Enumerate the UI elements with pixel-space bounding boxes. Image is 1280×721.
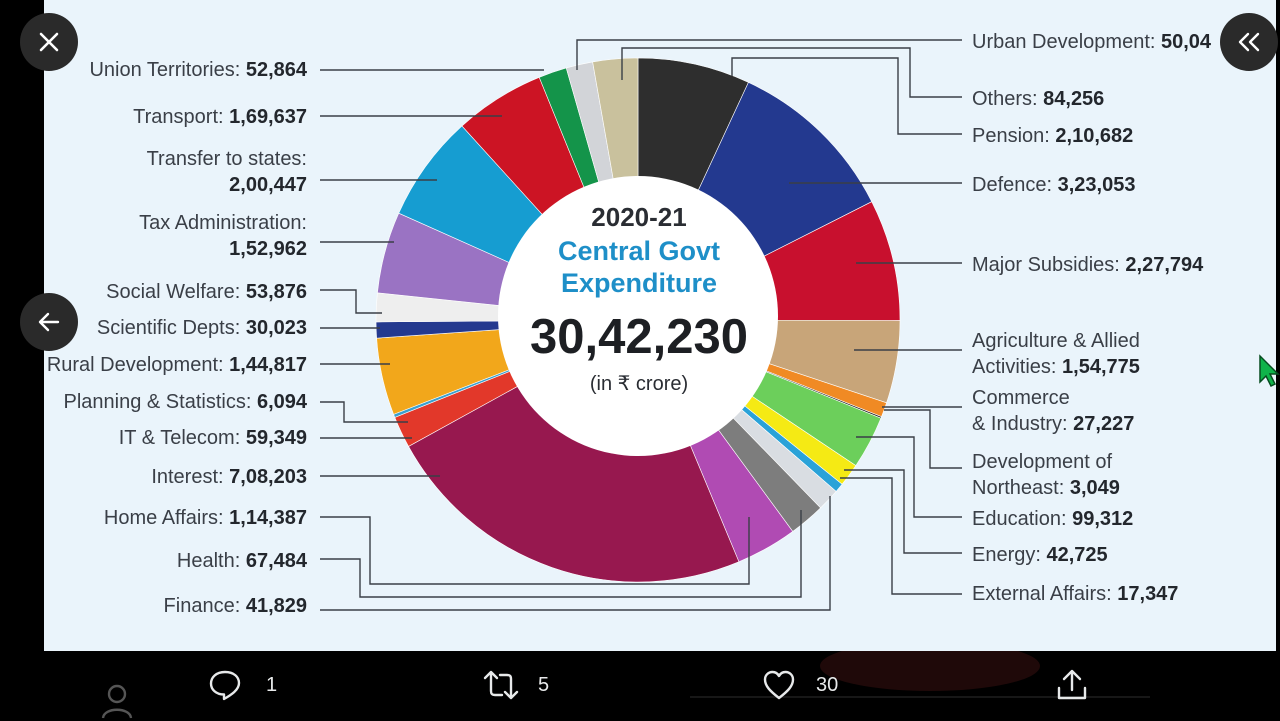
label-transfer-to-states-: Transfer to states: 2,00,447 (147, 148, 307, 196)
center-title-line2: Expenditure (561, 268, 717, 298)
like-button[interactable]: 30 (762, 665, 838, 705)
retweet-count: 5 (538, 673, 550, 696)
label-rural-development-: Rural Development: 1,44,817 (47, 354, 307, 376)
label-major-subsidies-: Major Subsidies: 2,27,794 (972, 254, 1204, 276)
previous-image-button[interactable] (20, 293, 78, 351)
comment-icon (209, 670, 241, 701)
label-transport-: Transport: 1,69,637 (133, 106, 307, 128)
profile-avatar[interactable] (100, 681, 134, 721)
label-urban-development-: Urban Development: 50,04 (972, 31, 1212, 53)
arrow-left-icon (38, 312, 60, 332)
expenditure-donut-chart: Urban Development: 50,04 Others: 84,256 Pe… (47, 31, 1212, 617)
label-scientific-depts-: Scientific Depts: 30,023 (97, 317, 307, 339)
leader-label-health- (320, 510, 802, 598)
label-interest-: Interest: 7,08,203 (151, 466, 307, 488)
label-pension-: Pension: 2,10,682 (972, 125, 1133, 147)
double-chevron-left-icon (1238, 32, 1260, 52)
label-external-affairs-: External Affairs: 17,347 (972, 583, 1178, 605)
label-energy-: Energy: 42,725 (972, 544, 1108, 566)
heart-icon (763, 670, 795, 700)
leader-label-urban-development- (576, 39, 962, 70)
label-defence-: Defence: 3,23,053 (972, 174, 1135, 196)
like-count: 30 (816, 673, 839, 696)
reply-button[interactable]: 1 (208, 665, 277, 705)
leader-label-external-affairs- (840, 477, 962, 595)
donut-hole (498, 176, 778, 456)
leader-label-planning-statistics- (320, 401, 408, 423)
center-unit: (in ₹ crore) (590, 373, 688, 395)
center-total: 30,42,230 (530, 310, 748, 364)
label-education-: Education: 99,312 (972, 508, 1133, 530)
leader-label-pension- (731, 57, 962, 135)
close-icon (39, 32, 59, 52)
label-social-welfare-: Social Welfare: 53,876 (106, 281, 307, 303)
leader-label-education- (856, 436, 962, 518)
label-planning-statistics-: Planning & Statistics: 6,094 (64, 391, 308, 413)
leader-label-development-ofnortheast- (884, 409, 962, 469)
label-agriculture-alliedactivities-: Agriculture & Allied Activities: 1,54,775 (972, 330, 1140, 378)
label-others-: Others: 84,256 (972, 88, 1104, 110)
retweet-icon (483, 670, 519, 700)
share-button[interactable] (1056, 665, 1088, 705)
label-development-ofnortheast-: Development of Northeast: 3,049 (972, 451, 1120, 499)
leader-label-energy- (844, 469, 962, 554)
background-blur (690, 651, 1150, 720)
leader-label-home-affairs- (320, 516, 750, 585)
collapse-panel-button[interactable] (1220, 13, 1278, 71)
close-button[interactable] (20, 13, 78, 71)
label-home-affairs-: Home Affairs: 1,14,387 (104, 507, 307, 529)
leader-label-others- (621, 47, 962, 98)
center-title-line1: Central Govt (558, 236, 720, 266)
label-tax-administration-: Tax Administration: 1,52,962 (139, 212, 307, 260)
leader-label-finance- (320, 496, 831, 611)
label-commerce-industry-: Commerce & Industry: 27,227 (972, 387, 1134, 435)
reply-count: 1 (266, 673, 278, 696)
center-year: 2020-21 (591, 202, 686, 232)
label-health-: Health: 67,484 (177, 550, 308, 572)
leader-label-social-welfare- (320, 289, 382, 314)
label-union-territories-: Union Territories: 52,864 (89, 59, 307, 81)
label-finance-: Finance: 41,829 (164, 595, 307, 617)
label-it-telecom-: IT & Telecom: 59,349 (119, 427, 307, 449)
retweet-button[interactable]: 5 (482, 665, 549, 705)
share-icon (1057, 669, 1087, 700)
mouse-cursor-icon (1259, 354, 1280, 388)
infographic-image: Urban Development: 50,04 Others: 84,256 Pe… (44, 0, 1276, 651)
post-action-bar: 1 5 30 (0, 651, 1280, 720)
user-icon (101, 684, 133, 719)
